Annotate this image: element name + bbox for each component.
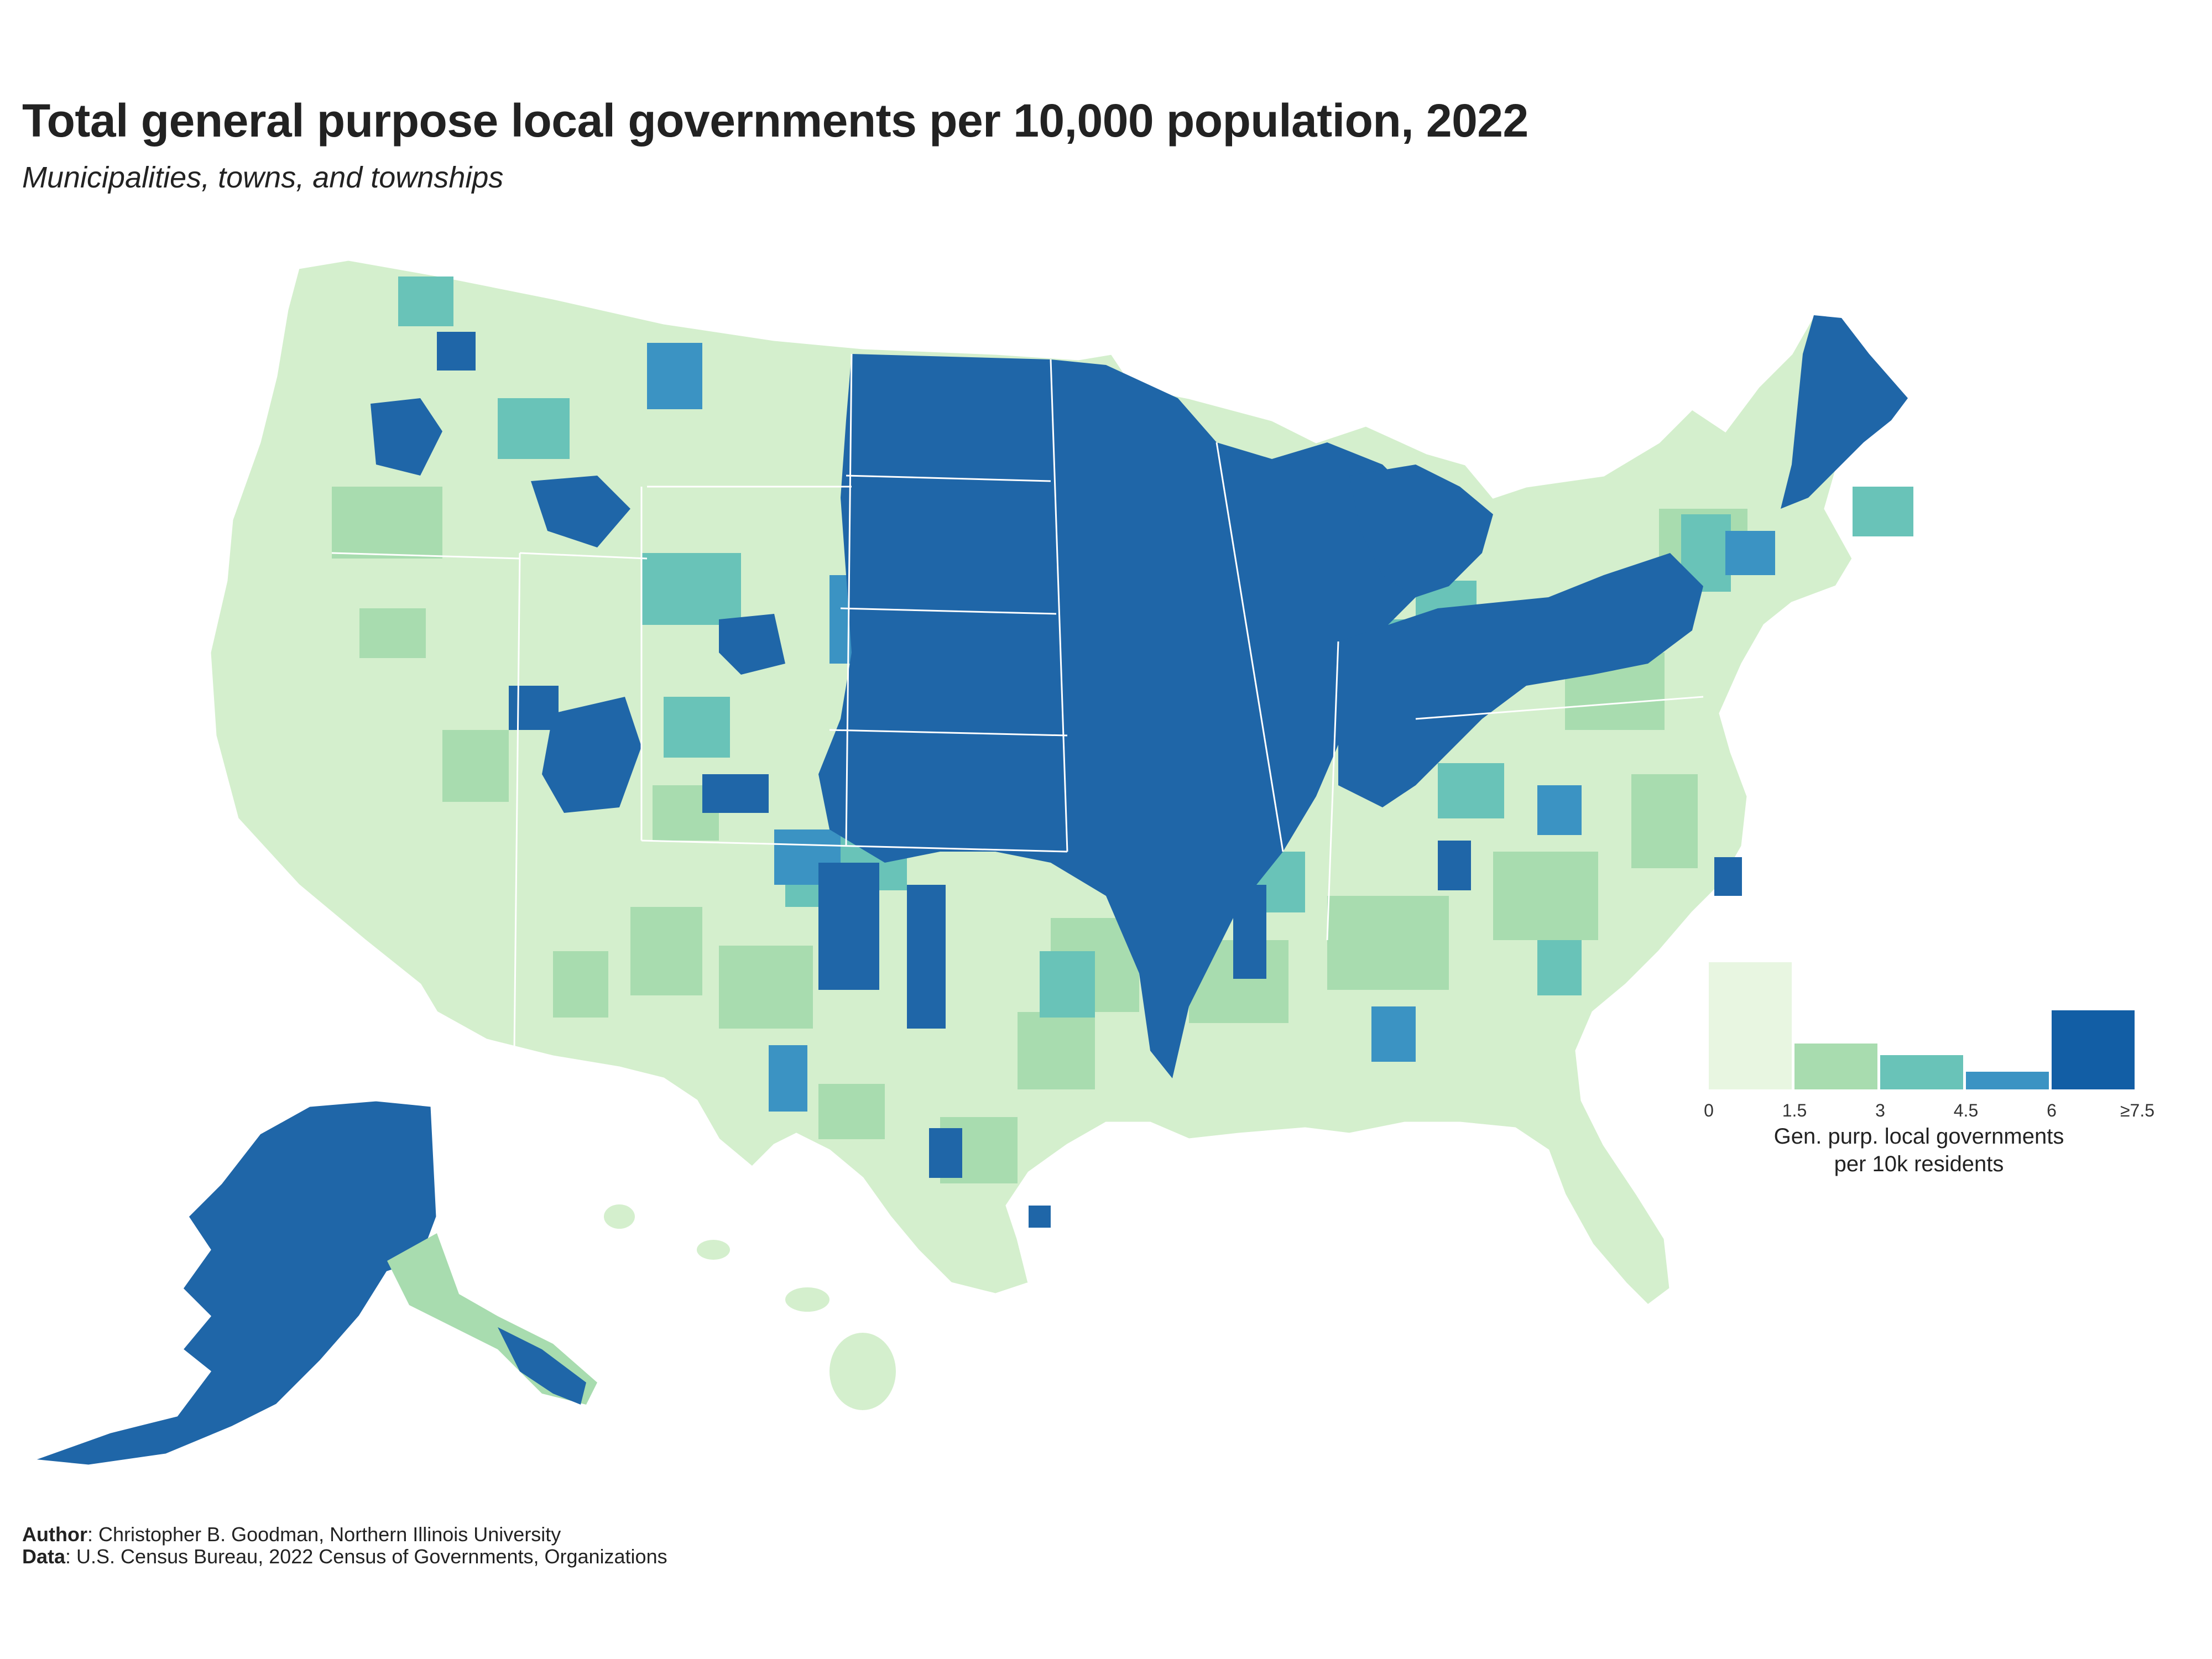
contiguous-us	[209, 259, 1913, 1306]
legend-swatch	[2052, 1010, 2135, 1089]
page-subtitle: Municipalities, towns, and townships	[22, 161, 504, 194]
legend-tick-label: ≥7.5	[2120, 1100, 2155, 1120]
hawaii-kauai	[604, 1204, 635, 1229]
hawaii-oahu	[697, 1240, 730, 1260]
hawaii	[604, 1204, 896, 1410]
legend-tick-label: 0	[1704, 1100, 1714, 1120]
alaska	[33, 1099, 597, 1467]
hawaii-maui	[785, 1287, 830, 1312]
legend-tick-label: 1.5	[1782, 1100, 1807, 1120]
dark-blue-counties	[371, 315, 1908, 1228]
legend-swatch	[1966, 1072, 2049, 1089]
legend: 0 1.5 3 4.5 6 ≥7.5 Gen. purp. local government…	[1681, 935, 2157, 1176]
legend-title-line1: Gen. purp. local governments	[1773, 1124, 2064, 1149]
data-label: Data	[22, 1545, 66, 1568]
author-label: Author	[22, 1523, 87, 1546]
hawaii-big-island	[830, 1333, 896, 1410]
alaska-panhandle-dark	[498, 1327, 586, 1405]
author-text: : Christopher B. Goodman, Northern Illin…	[87, 1523, 561, 1546]
legend-tick-label: 6	[2047, 1100, 2057, 1120]
legend-tick-label: 4.5	[1953, 1100, 1979, 1120]
page-title: Total general purpose local governments …	[22, 95, 1528, 147]
legend-swatch	[1709, 962, 1792, 1089]
data-text: : U.S. Census Bureau, 2022 Census of Gov…	[65, 1545, 667, 1568]
legend-swatch	[1794, 1044, 1877, 1089]
alaska-shape	[33, 1099, 438, 1467]
legend-swatch	[1880, 1055, 1963, 1089]
legend-tick-label: 3	[1875, 1100, 1885, 1120]
legend-title-line2: per 10k residents	[1834, 1152, 2004, 1176]
footer: Author: Christopher B. Goodman, Northern…	[22, 1524, 667, 1568]
state-borders	[331, 353, 1704, 1051]
legend-title: Gen. purp. local governments per 10k resi…	[1681, 1123, 2157, 1178]
